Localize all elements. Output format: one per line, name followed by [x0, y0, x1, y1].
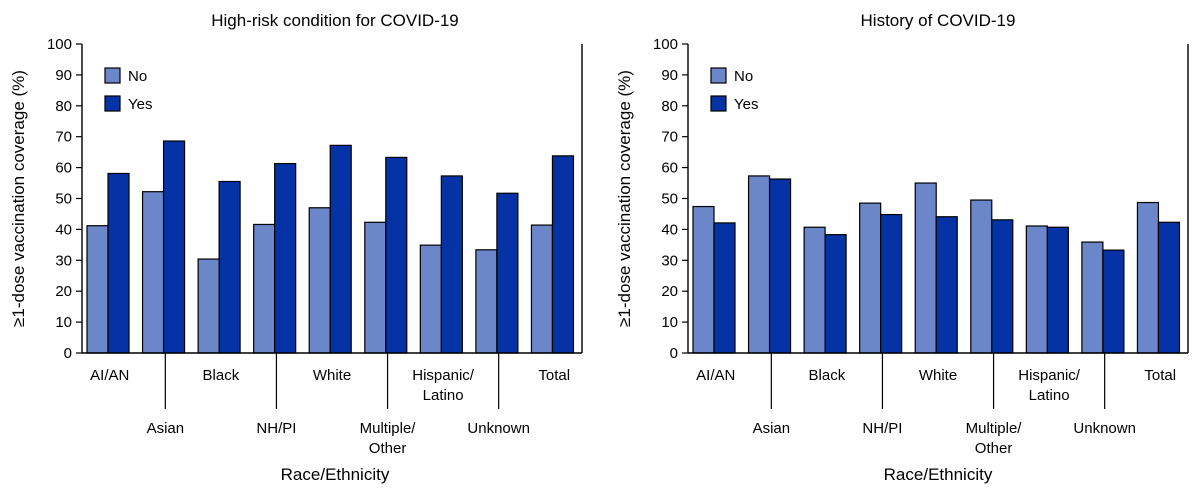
legend-swatch-no: [104, 67, 121, 84]
bar-yes: [991, 219, 1014, 354]
bar-yes: [713, 222, 736, 354]
y-tick-label: 30: [55, 252, 72, 269]
bar-yes: [880, 213, 903, 354]
bar-yes: [1102, 249, 1125, 354]
legend-swatch-yes: [710, 95, 727, 112]
y-tick-label: 70: [661, 129, 678, 146]
bar-no: [364, 221, 387, 354]
x-category-label: AI/AN: [90, 367, 129, 384]
bar-yes: [935, 216, 958, 354]
bar-yes: [768, 178, 792, 354]
bar-yes: [218, 180, 241, 354]
y-axis-title: ≥1-dose vaccination coverage (%): [615, 70, 634, 327]
y-tick-label: 70: [55, 129, 72, 146]
bar-yes: [1157, 221, 1181, 354]
legend-label-yes: Yes: [128, 96, 152, 113]
bar-no: [747, 175, 771, 354]
y-tick-label: 80: [55, 98, 72, 115]
bar-no: [530, 224, 554, 354]
x-axis-title: Race/Ethnicity: [884, 465, 993, 484]
bar-yes: [440, 175, 463, 354]
bar-no: [1136, 201, 1160, 354]
bar-yes: [274, 162, 297, 354]
bar-no: [308, 207, 331, 354]
x-category-label: Unknown: [1073, 420, 1136, 437]
bar-no: [475, 249, 498, 354]
chart-title: High-risk condition for COVID-19: [211, 11, 459, 30]
y-tick-label: 10: [55, 314, 72, 331]
y-tick-label: 90: [661, 67, 678, 84]
y-tick-label: 90: [55, 67, 72, 84]
x-category-label: Total: [538, 367, 570, 384]
bar-no: [1081, 241, 1104, 354]
x-category-label: Asian: [147, 420, 185, 437]
y-tick-label: 40: [661, 221, 678, 238]
bar-no: [253, 223, 276, 354]
y-tick-label: 60: [55, 160, 72, 177]
x-category-label: Black: [203, 367, 240, 384]
bar-no: [803, 226, 826, 354]
y-tick-label: 30: [661, 252, 678, 269]
bar-yes: [1046, 226, 1069, 354]
legend-swatch-yes: [104, 95, 121, 112]
x-category-label: Black: [809, 367, 846, 384]
y-tick-label: 50: [55, 191, 72, 208]
bar-no: [692, 205, 715, 354]
x-category-label: Asian: [753, 420, 791, 437]
x-category-label: NH/PI: [256, 420, 296, 437]
x-category-label: Hispanic/: [1018, 367, 1081, 384]
x-category-label: White: [919, 367, 957, 384]
bar-yes: [162, 140, 186, 354]
y-tick-label: 60: [661, 160, 678, 177]
x-category-label: Other: [975, 440, 1013, 457]
bar-no: [1025, 225, 1048, 354]
bar-yes: [107, 172, 130, 354]
bar-no: [859, 202, 882, 354]
chart-panel-high-risk: High-risk condition for COVID-19 ≥1-dose …: [9, 11, 583, 484]
bar-no: [141, 191, 165, 354]
x-category-label: Hispanic/: [412, 367, 475, 384]
x-category-label: Total: [1144, 367, 1176, 384]
bar-no: [86, 225, 109, 354]
y-tick-label: 0: [64, 345, 72, 362]
bar-yes: [551, 155, 575, 354]
x-category-label: NH/PI: [862, 420, 902, 437]
y-tick-label: 10: [661, 314, 678, 331]
legend-label-no: No: [128, 68, 147, 85]
chart-panel-history: History of COVID-19 ≥1-dose vaccination c…: [615, 11, 1189, 484]
x-category-label: AI/AN: [696, 367, 735, 384]
x-axis-title: Race/Ethnicity: [281, 465, 390, 484]
x-category-label: White: [313, 367, 351, 384]
bar-yes: [329, 144, 352, 354]
chart-title: History of COVID-19: [861, 11, 1016, 30]
y-tick-label: 100: [47, 36, 72, 53]
bar-no: [197, 258, 220, 354]
y-tick-label: 20: [661, 283, 678, 300]
bar-yes: [824, 234, 847, 354]
bar-no: [970, 199, 993, 354]
x-category-label: Latino: [1029, 387, 1070, 404]
legend-label-no: No: [734, 68, 753, 85]
x-category-label: Unknown: [467, 420, 530, 437]
legend-swatch-no: [710, 67, 727, 84]
y-tick-label: 20: [55, 283, 72, 300]
bar-yes: [496, 192, 519, 354]
y-axis-title: ≥1-dose vaccination coverage (%): [9, 70, 28, 327]
bar-yes: [385, 156, 408, 354]
bar-no: [419, 244, 442, 354]
y-tick-label: 100: [653, 36, 678, 53]
y-tick-label: 0: [670, 345, 678, 362]
x-category-label: Multiple/: [360, 420, 417, 437]
y-tick-label: 80: [661, 98, 678, 115]
x-category-label: Other: [369, 440, 407, 457]
x-category-label: Multiple/: [966, 420, 1023, 437]
bar-no: [914, 182, 937, 354]
x-category-label: Latino: [423, 387, 464, 404]
y-tick-label: 40: [55, 221, 72, 238]
legend-label-yes: Yes: [734, 96, 758, 113]
y-tick-label: 50: [661, 191, 678, 208]
